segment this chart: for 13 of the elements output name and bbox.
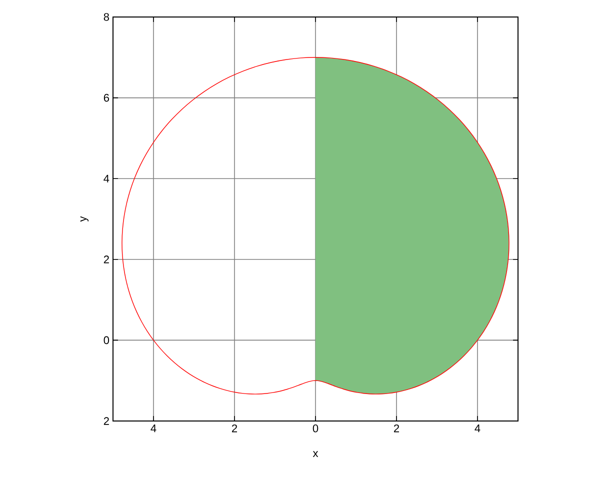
y-tick-label: 2 <box>104 417 109 425</box>
y-tick-label: 8 <box>104 13 110 21</box>
x-tick-label: 0 <box>312 424 318 432</box>
y-tick-label: 0 <box>104 336 110 344</box>
y-tick-label: 2 <box>104 256 109 264</box>
y-axis-title: y <box>80 216 89 222</box>
x-tick-label: 4 <box>474 424 480 432</box>
y-tick-label: 4 <box>104 174 110 182</box>
x-axis-title: x <box>312 451 318 457</box>
x-tick-label: 2 <box>394 424 400 432</box>
x-tick-label: 4 <box>150 424 156 432</box>
x-tick-label: 2 <box>232 424 238 432</box>
y-tick-label: 6 <box>104 94 110 102</box>
